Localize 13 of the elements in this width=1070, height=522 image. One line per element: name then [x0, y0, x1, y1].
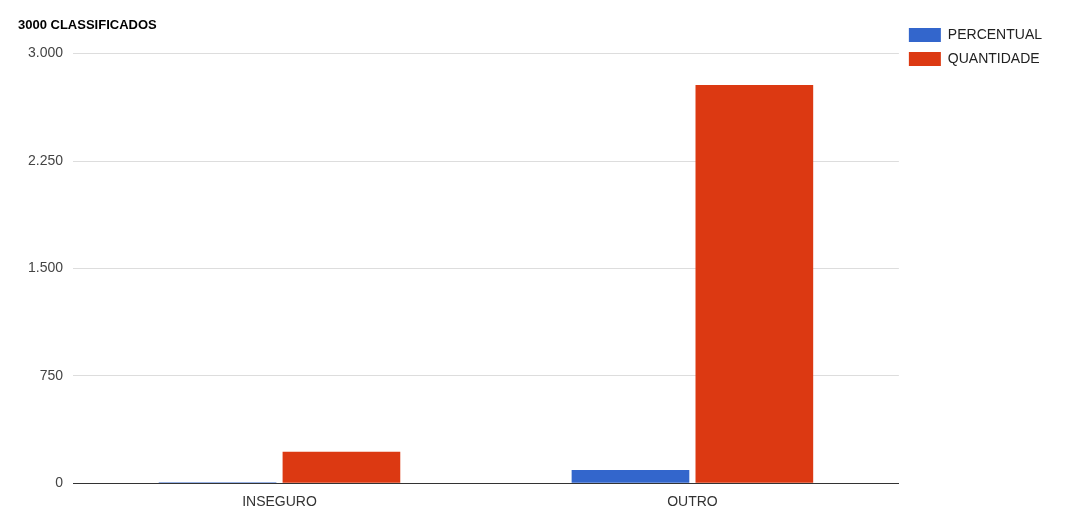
bar [695, 85, 814, 483]
y-tick-label: 2.250 [27, 151, 64, 168]
legend-label: PERCENTUAL [947, 25, 1043, 42]
y-tick-label: 1.500 [27, 259, 64, 276]
bar [282, 451, 401, 483]
bar [571, 469, 690, 483]
y-tick-label: 3.000 [27, 44, 64, 61]
y-tick-label: 750 [39, 366, 64, 383]
x-tick-label: OUTRO [667, 493, 718, 510]
y-tick-label: 0 [55, 474, 64, 491]
chart-title: 3000 CLASSIFICADOS [18, 17, 158, 33]
legend-label: QUANTIDADE [947, 49, 1040, 66]
x-tick-label: INSEGURO [242, 493, 317, 510]
